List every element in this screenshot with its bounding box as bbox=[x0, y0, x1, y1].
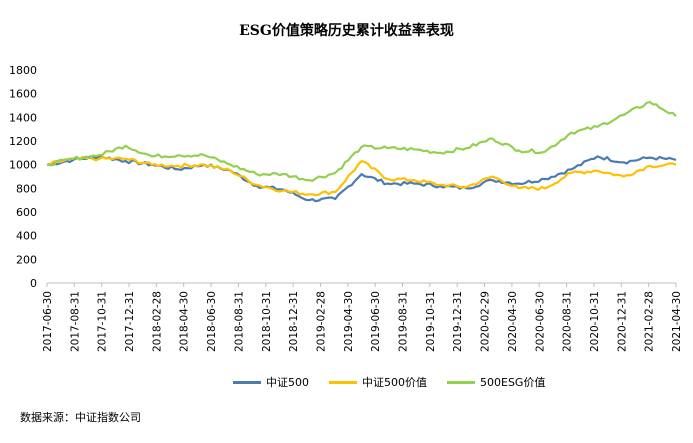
series-line-1 bbox=[46, 155, 677, 197]
x-tick-label: 2020-12-31 bbox=[616, 291, 628, 352]
x-tick-label: 2020-10-31 bbox=[589, 291, 601, 352]
legend-swatch-csi500-value bbox=[329, 380, 357, 384]
x-tick-label: 2020-02-29 bbox=[480, 291, 492, 352]
y-tick-label: 800 bbox=[16, 182, 37, 195]
x-tick-label: 2018-08-31 bbox=[233, 291, 245, 352]
y-tick-label: 200 bbox=[16, 253, 37, 266]
x-tick-label: 2021-02-28 bbox=[644, 291, 656, 352]
legend-swatch-csi500 bbox=[233, 380, 261, 384]
x-tick-label: 2019-02-28 bbox=[315, 291, 327, 352]
series-line-2 bbox=[46, 100, 677, 182]
x-tick-label: 2019-06-30 bbox=[370, 291, 382, 352]
legend-item-csi500-value: 中证500价值 bbox=[329, 374, 427, 390]
y-tick-label: 0 bbox=[30, 277, 37, 290]
chart-title: ESG价值策略历史累计收益率表现 bbox=[239, 23, 454, 39]
legend-label-500esg-value: 500ESG价值 bbox=[480, 376, 546, 389]
y-tick-label: 1800 bbox=[9, 64, 37, 77]
x-tick-label: 2018-04-30 bbox=[179, 291, 191, 352]
x-tick-label: 2019-08-31 bbox=[398, 291, 410, 352]
legend-label-csi500-value: 中证500价值 bbox=[362, 376, 427, 389]
x-tick-label: 2019-04-30 bbox=[343, 291, 355, 352]
legend-label-csi500: 中证500 bbox=[266, 376, 309, 389]
y-tick-label: 1400 bbox=[9, 111, 37, 124]
line-chart: 0 200 400 600 800 1000 1200 1400 1600 1800 2017-06… bbox=[9, 64, 683, 352]
x-tick-label: 2018-12-31 bbox=[288, 291, 300, 352]
y-tick-label: 1600 bbox=[9, 88, 37, 101]
x-tick-label: 2017-10-31 bbox=[97, 291, 109, 352]
legend-swatch-500esg-value bbox=[447, 380, 475, 384]
chart-legend: 中证500 中证500价值 500ESG价值 bbox=[233, 374, 545, 390]
x-tick-label: 2021-04-30 bbox=[671, 291, 683, 352]
y-tick-label: 1200 bbox=[9, 135, 37, 148]
x-tick-label: 2017-06-30 bbox=[42, 291, 54, 352]
x-tick-label: 2017-12-31 bbox=[124, 291, 136, 352]
y-tick-label: 1000 bbox=[9, 159, 37, 172]
y-tick-label: 400 bbox=[16, 230, 37, 243]
legend-item-csi500: 中证500 bbox=[233, 374, 309, 390]
x-tick-label: 2017-08-31 bbox=[69, 291, 81, 352]
x-tick-label: 2020-04-30 bbox=[507, 291, 519, 352]
x-tick-label: 2019-12-31 bbox=[452, 291, 464, 352]
x-tick-label: 2018-06-30 bbox=[206, 291, 218, 352]
x-tick-label: 2020-06-30 bbox=[534, 291, 546, 352]
legend-item-500esg-value: 500ESG价值 bbox=[447, 374, 545, 390]
x-tick-label: 2018-02-28 bbox=[151, 291, 163, 352]
x-tick-label: 2018-10-31 bbox=[261, 291, 273, 352]
x-tick-label: 2019-10-31 bbox=[425, 291, 437, 352]
y-tick-label: 600 bbox=[16, 206, 37, 219]
source-note: 数据来源：中证指数公司 bbox=[20, 411, 141, 424]
x-tick-label: 2020-08-31 bbox=[562, 291, 574, 352]
